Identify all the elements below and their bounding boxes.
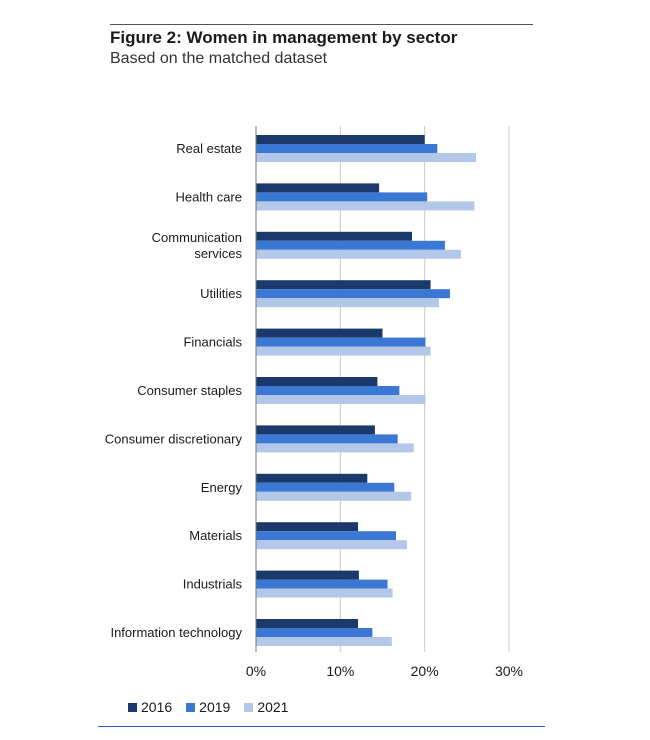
bar-communication-services-2016 — [256, 231, 413, 241]
category-label-line: Communication — [152, 230, 242, 245]
legend-label-2021: 2021 — [257, 699, 289, 715]
bar-communication-services-2021 — [256, 249, 461, 259]
bar-health-care-2019 — [256, 192, 428, 202]
legend-item-2016: 2016 — [128, 699, 172, 715]
category-label-financials: Financials — [183, 335, 242, 350]
category-label-line: Financials — [183, 335, 242, 350]
category-label-line: Energy — [201, 480, 243, 495]
bar-real-estate-2019 — [256, 144, 438, 153]
bar-information-technology-2019 — [256, 628, 373, 637]
category-label-consumer-staples: Consumer staples — [137, 383, 242, 398]
bar-consumer-discretionary-2016 — [256, 425, 375, 435]
bar-energy-2021 — [256, 491, 412, 501]
category-label-industrials: Industrials — [183, 577, 243, 592]
legend-swatch-2019 — [186, 702, 196, 712]
category-label-line: services — [194, 246, 242, 261]
legend-label-2019: 2019 — [199, 699, 231, 715]
category-label-line: Information technology — [110, 625, 242, 640]
bar-financials-2016 — [256, 328, 383, 338]
category-label-materials: Materials — [189, 528, 242, 543]
category-label-energy: Energy — [201, 480, 243, 495]
bar-materials-2016 — [256, 522, 359, 532]
x-tick-label-10: 10% — [326, 663, 354, 679]
bar-energy-2016 — [256, 473, 368, 483]
bar-information-technology-2021 — [256, 637, 392, 646]
category-label-line: Industrials — [183, 577, 243, 592]
category-label-real-estate: Real estate — [176, 141, 242, 156]
category-label-line: Consumer discretionary — [105, 431, 243, 446]
bar-real-estate-2021 — [256, 153, 477, 162]
legend-item-2019: 2019 — [186, 699, 230, 715]
figure-subtitle: Based on the matched dataset — [110, 50, 328, 67]
bar-industrials-2016 — [256, 570, 359, 580]
category-label-line: Real estate — [176, 141, 242, 156]
bar-real-estate-2016 — [256, 135, 425, 144]
bar-utilities-2021 — [256, 298, 440, 308]
bar-consumer-staples-2019 — [256, 386, 400, 395]
bar-energy-2019 — [256, 482, 395, 492]
bar-utilities-2016 — [256, 280, 431, 290]
bar-information-technology-2016 — [256, 619, 359, 628]
bar-health-care-2021 — [256, 201, 475, 211]
category-label-health-care: Health care — [176, 189, 242, 204]
x-tick-label-30: 30% — [495, 663, 523, 679]
bar-health-care-2016 — [256, 183, 380, 193]
x-tick-label-20: 20% — [411, 663, 439, 679]
category-label-line: Utilities — [200, 286, 242, 301]
bar-materials-2021 — [256, 540, 407, 550]
bottom-rule — [98, 726, 545, 727]
bar-consumer-discretionary-2021 — [256, 443, 414, 453]
x-tick-label-0: 0% — [246, 663, 266, 679]
legend-label-2016: 2016 — [141, 699, 173, 715]
figure-title: Figure 2: Women in management by sector — [110, 28, 458, 47]
bar-communication-services-2019 — [256, 240, 445, 250]
category-label-consumer-discretionary: Consumer discretionary — [105, 431, 243, 446]
category-label-line: Materials — [189, 528, 242, 543]
category-label-utilities: Utilities — [200, 286, 242, 301]
bar-financials-2019 — [256, 337, 426, 347]
legend-item-2021: 2021 — [244, 699, 288, 715]
top-rule — [110, 24, 533, 25]
bar-materials-2019 — [256, 531, 396, 541]
chart-legend: 2016 2019 2021 — [128, 699, 288, 715]
category-label-information-technology: Information technology — [110, 625, 242, 640]
bar-consumer-staples-2016 — [256, 377, 378, 386]
bar-utilities-2019 — [256, 289, 450, 299]
category-label-line: Health care — [176, 189, 242, 204]
legend-swatch-2021 — [244, 702, 254, 712]
bar-industrials-2019 — [256, 579, 388, 589]
bar-consumer-staples-2021 — [256, 395, 426, 404]
bar-consumer-discretionary-2019 — [256, 434, 398, 444]
bar-industrials-2021 — [256, 588, 393, 598]
category-label-line: Consumer staples — [137, 383, 242, 398]
legend-swatch-2016 — [128, 702, 137, 712]
category-label-communication-services: Communication services — [152, 230, 243, 261]
bar-financials-2021 — [256, 346, 431, 356]
